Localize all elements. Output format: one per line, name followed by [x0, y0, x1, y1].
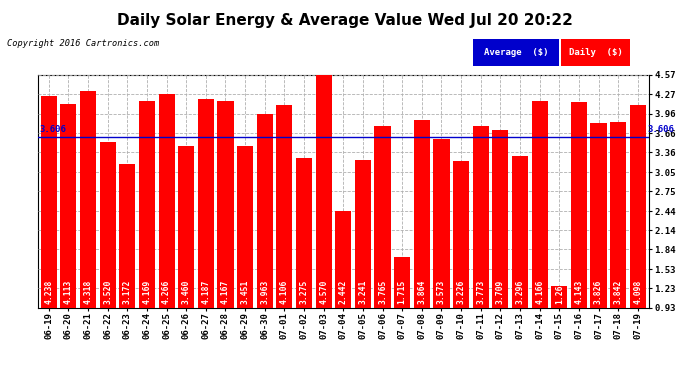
- Bar: [41, 96, 57, 367]
- Bar: [473, 126, 489, 367]
- Text: 4.238: 4.238: [44, 280, 53, 304]
- Text: 3.460: 3.460: [181, 280, 190, 304]
- Text: 4.266: 4.266: [162, 280, 171, 304]
- Bar: [591, 123, 607, 367]
- Bar: [355, 160, 371, 367]
- Text: Copyright 2016 Cartronics.com: Copyright 2016 Cartronics.com: [7, 39, 159, 48]
- Text: 4.106: 4.106: [280, 280, 289, 304]
- Text: 4.169: 4.169: [142, 280, 151, 304]
- Bar: [394, 257, 411, 367]
- Bar: [492, 130, 509, 367]
- Bar: [296, 158, 312, 367]
- Text: 3.963: 3.963: [260, 280, 269, 304]
- Text: 3.296: 3.296: [515, 280, 524, 304]
- Text: 4.143: 4.143: [574, 280, 584, 304]
- Bar: [433, 139, 449, 367]
- Text: 4.166: 4.166: [535, 280, 544, 304]
- Bar: [139, 100, 155, 367]
- Bar: [571, 102, 587, 367]
- Text: 3.773: 3.773: [476, 280, 485, 304]
- Text: 3.765: 3.765: [378, 280, 387, 304]
- Bar: [217, 101, 233, 367]
- Text: 3.172: 3.172: [123, 280, 132, 304]
- Bar: [375, 126, 391, 367]
- Bar: [414, 120, 430, 367]
- Bar: [198, 99, 214, 367]
- Bar: [159, 94, 175, 367]
- Text: 4.187: 4.187: [201, 280, 210, 304]
- Text: 4.098: 4.098: [633, 280, 642, 304]
- Text: 3.606: 3.606: [40, 125, 67, 134]
- Bar: [60, 104, 77, 367]
- Bar: [80, 91, 96, 367]
- Text: 4.113: 4.113: [64, 280, 73, 304]
- Bar: [315, 75, 332, 367]
- Bar: [630, 105, 646, 367]
- Bar: [237, 147, 253, 367]
- Bar: [119, 164, 135, 367]
- Bar: [531, 101, 548, 367]
- Text: 4.167: 4.167: [221, 280, 230, 304]
- Text: 3.709: 3.709: [496, 280, 505, 304]
- Text: Daily Solar Energy & Average Value Wed Jul 20 20:22: Daily Solar Energy & Average Value Wed J…: [117, 13, 573, 28]
- Text: 1.267: 1.267: [555, 280, 564, 304]
- Text: 3.275: 3.275: [299, 280, 308, 304]
- Text: 4.570: 4.570: [319, 280, 328, 304]
- Bar: [178, 146, 195, 367]
- Text: 3.520: 3.520: [103, 280, 112, 304]
- Text: Daily  ($): Daily ($): [569, 48, 622, 57]
- Text: 3.241: 3.241: [358, 280, 367, 304]
- Bar: [99, 142, 116, 367]
- Text: Average  ($): Average ($): [484, 48, 548, 57]
- Text: 4.318: 4.318: [83, 280, 92, 304]
- Bar: [453, 161, 469, 367]
- Text: 3.842: 3.842: [613, 280, 622, 304]
- Bar: [512, 156, 528, 367]
- Bar: [610, 122, 627, 367]
- Text: 2.442: 2.442: [339, 280, 348, 304]
- Text: 3.864: 3.864: [417, 280, 426, 304]
- Text: 3.573: 3.573: [437, 280, 446, 304]
- Text: 1.715: 1.715: [397, 280, 406, 304]
- Bar: [551, 286, 567, 367]
- Text: 3.826: 3.826: [594, 280, 603, 304]
- Text: 3.606: 3.606: [648, 125, 675, 134]
- Text: 3.451: 3.451: [241, 280, 250, 304]
- Bar: [257, 114, 273, 367]
- Bar: [335, 211, 351, 367]
- Bar: [276, 105, 293, 367]
- Text: 3.226: 3.226: [457, 280, 466, 304]
